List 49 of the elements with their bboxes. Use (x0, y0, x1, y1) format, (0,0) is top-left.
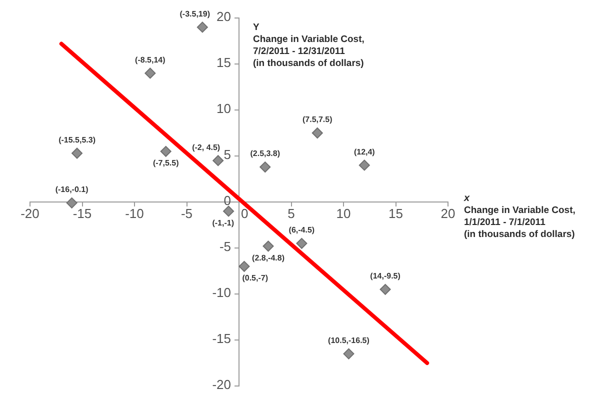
point (260, 162, 271, 173)
x-tick-label: 15 (388, 206, 403, 222)
annotation: (6,-4.5) (288, 226, 315, 235)
annotation: (-15.5,5.3) (58, 135, 96, 144)
point (343, 348, 354, 360)
x-tick-label: 0 (241, 206, 248, 222)
point (223, 206, 234, 217)
point (380, 284, 391, 295)
point (144, 68, 156, 79)
y-tick-label: -10 (212, 285, 232, 300)
y-tick-label: -15 (212, 331, 232, 346)
point (212, 155, 224, 166)
y-tick-label: 5 (224, 147, 232, 162)
annotation: (7.5,7.5) (302, 115, 333, 124)
point (358, 160, 370, 171)
point (262, 240, 274, 252)
x-tick-label: 5 (288, 206, 295, 222)
annotation: (2.5,3.8) (250, 149, 280, 158)
annotation: (-7,5.5) (152, 158, 180, 168)
y-tick-label: 10 (216, 101, 232, 116)
annotation: (12,4) (354, 147, 376, 156)
annotation: (0.5,-7) (242, 274, 268, 283)
y-tick-label: -20 (212, 377, 232, 392)
point (196, 22, 208, 33)
annotation: (14,-9.5) (370, 272, 401, 281)
point (72, 148, 83, 159)
annotation: (-1,-1) (212, 218, 234, 228)
x-tick-label: 20 (440, 206, 456, 222)
x-axis-title: x Change in Variable Cost, 1/1/2011 - 7/1/2011 (in thousands of dollars) (463, 193, 576, 240)
x-tick-label: 10 (336, 206, 351, 222)
annotation: (10.5,-16.5) (328, 336, 370, 346)
point (66, 197, 78, 208)
x-tick-label: -20 (20, 206, 40, 222)
y-tick-label: -5 (219, 239, 232, 254)
annotation: (-8.5,14) (135, 55, 166, 64)
point (160, 146, 172, 157)
x-tick-label: -5 (180, 206, 193, 222)
point (238, 260, 250, 272)
point (296, 238, 308, 249)
y-tick-label: 20 (216, 9, 232, 24)
point (312, 128, 323, 138)
y-tick-label: 15 (216, 55, 232, 70)
annotation: (-2, 4.5) (192, 142, 220, 152)
x-tick-label: -10 (125, 206, 144, 222)
y-axis-title: Y Change in Variable Cost, 7/2/2011 - 12/31/2011 (in thousands of dollars) (253, 22, 364, 69)
annotation: (-3.5,19) (180, 9, 210, 18)
x-tick-label: -15 (72, 206, 92, 222)
annotation: (2.8,-4.8) (252, 253, 285, 262)
annotation: (-16,-0.1) (55, 185, 89, 194)
